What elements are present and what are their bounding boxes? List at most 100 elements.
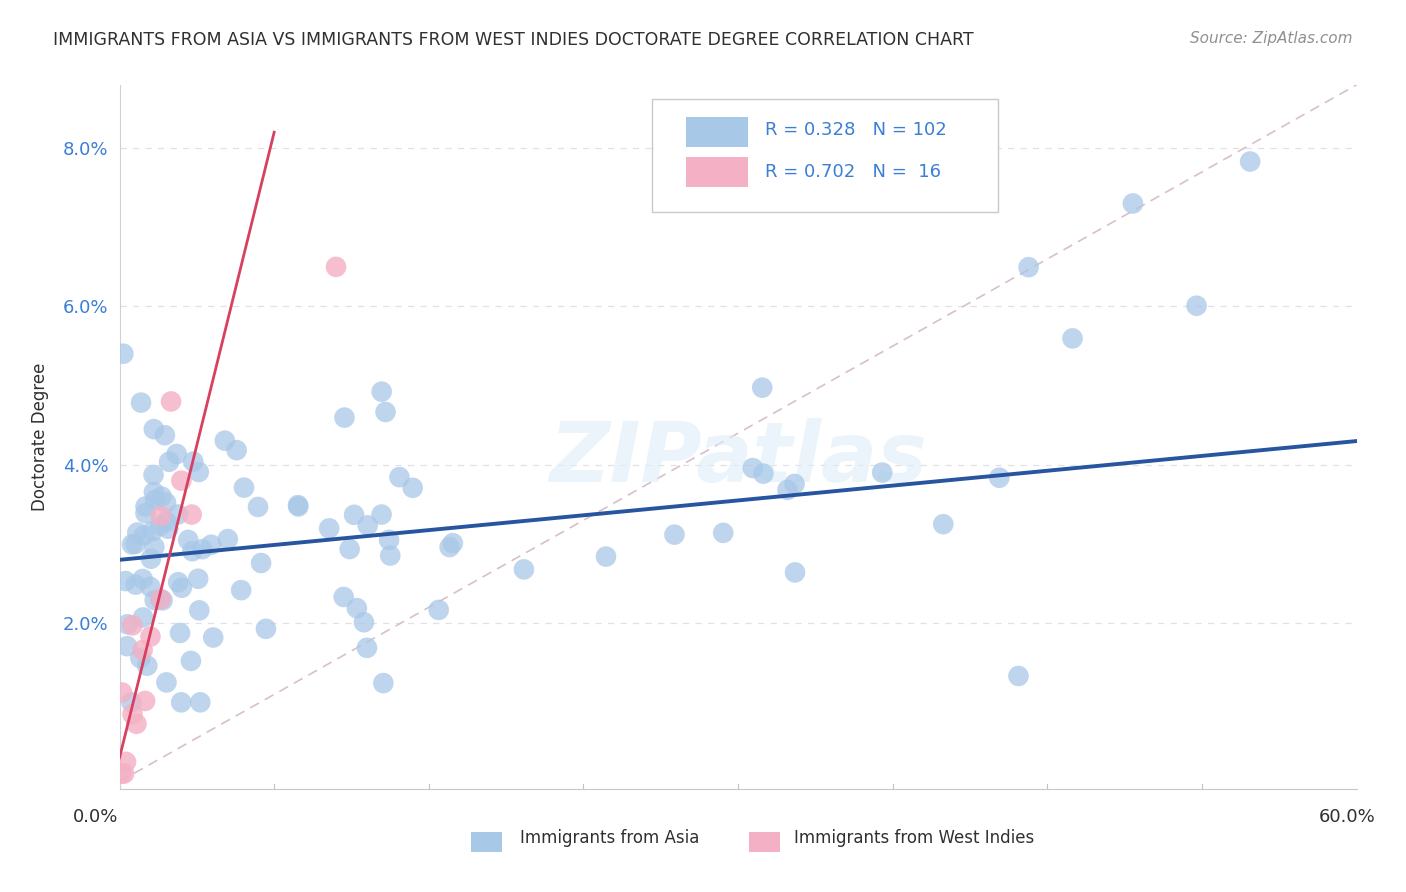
Point xyxy=(246,500,269,514)
Point xyxy=(132,610,155,624)
Point xyxy=(112,347,135,361)
Point xyxy=(131,643,153,657)
Point xyxy=(202,631,225,645)
Point xyxy=(380,549,402,563)
Point xyxy=(170,474,193,488)
Point xyxy=(155,495,177,509)
Point xyxy=(142,467,165,482)
Point xyxy=(124,577,146,591)
Point xyxy=(191,542,214,557)
Point xyxy=(1122,196,1144,211)
Point xyxy=(129,395,152,409)
Point xyxy=(214,434,236,448)
Point xyxy=(170,581,193,595)
Point xyxy=(166,447,188,461)
Point xyxy=(287,500,309,514)
Point xyxy=(664,527,686,541)
Point xyxy=(150,490,173,504)
Point xyxy=(143,493,166,508)
Y-axis label: Doctorate Degree: Doctorate Degree xyxy=(31,363,49,511)
Point xyxy=(167,575,190,590)
Point xyxy=(169,626,191,640)
Point xyxy=(139,580,162,594)
FancyBboxPatch shape xyxy=(651,99,998,211)
Point xyxy=(373,676,395,690)
Point xyxy=(120,695,142,709)
Point xyxy=(870,466,893,480)
Point xyxy=(180,508,202,522)
Point xyxy=(595,549,617,564)
Point xyxy=(149,592,172,607)
Point xyxy=(339,542,361,557)
Point xyxy=(134,500,156,514)
Point xyxy=(121,537,143,551)
Point xyxy=(776,483,799,497)
Point xyxy=(188,603,211,617)
Point xyxy=(139,630,162,644)
Point xyxy=(187,572,209,586)
Text: R = 0.328   N = 102: R = 0.328 N = 102 xyxy=(765,120,948,139)
Point xyxy=(231,583,253,598)
Point xyxy=(143,540,166,554)
Point xyxy=(115,639,138,653)
Point xyxy=(157,522,180,536)
Point xyxy=(333,410,356,425)
Point xyxy=(121,707,143,722)
Point xyxy=(353,615,375,630)
Point xyxy=(160,394,183,409)
Point xyxy=(177,533,200,547)
Point xyxy=(783,566,806,580)
Text: Source: ZipAtlas.com: Source: ZipAtlas.com xyxy=(1189,31,1353,46)
Point xyxy=(188,695,211,709)
Bar xyxy=(686,157,748,187)
Point xyxy=(125,716,148,731)
Point xyxy=(181,544,204,558)
Point xyxy=(134,694,156,708)
Point xyxy=(1062,331,1084,345)
Point xyxy=(513,562,536,576)
Point xyxy=(155,675,177,690)
Point xyxy=(143,593,166,607)
Point xyxy=(115,755,138,769)
Point xyxy=(441,536,464,550)
Point xyxy=(142,422,165,436)
Point xyxy=(124,537,146,551)
Point xyxy=(181,455,204,469)
Text: 0.0%: 0.0% xyxy=(73,808,118,826)
Point xyxy=(157,455,180,469)
Point xyxy=(200,538,222,552)
Point xyxy=(932,517,955,532)
Point xyxy=(751,381,773,395)
Text: R = 0.702   N =  16: R = 0.702 N = 16 xyxy=(765,163,942,181)
Point xyxy=(153,428,176,442)
Point xyxy=(254,622,277,636)
Point xyxy=(114,574,136,588)
Point xyxy=(752,467,775,481)
Point xyxy=(129,651,152,665)
Point xyxy=(149,519,172,533)
Point xyxy=(356,640,378,655)
Point xyxy=(370,508,392,522)
Point xyxy=(149,592,172,607)
Point xyxy=(711,525,734,540)
Point xyxy=(121,618,143,632)
Point xyxy=(378,533,401,547)
Point xyxy=(127,525,149,540)
Point xyxy=(343,508,366,522)
Point xyxy=(427,603,450,617)
Point xyxy=(131,572,153,586)
Point xyxy=(136,658,159,673)
Point xyxy=(332,590,354,604)
Point xyxy=(167,508,190,522)
Point xyxy=(225,443,247,458)
Point xyxy=(402,481,425,495)
Point xyxy=(741,461,763,475)
Point xyxy=(439,540,461,554)
Point xyxy=(783,477,806,491)
Point xyxy=(112,766,135,780)
Bar xyxy=(686,117,748,147)
Point xyxy=(110,766,132,780)
Point xyxy=(357,518,380,533)
Point xyxy=(142,524,165,538)
Point xyxy=(346,601,368,615)
